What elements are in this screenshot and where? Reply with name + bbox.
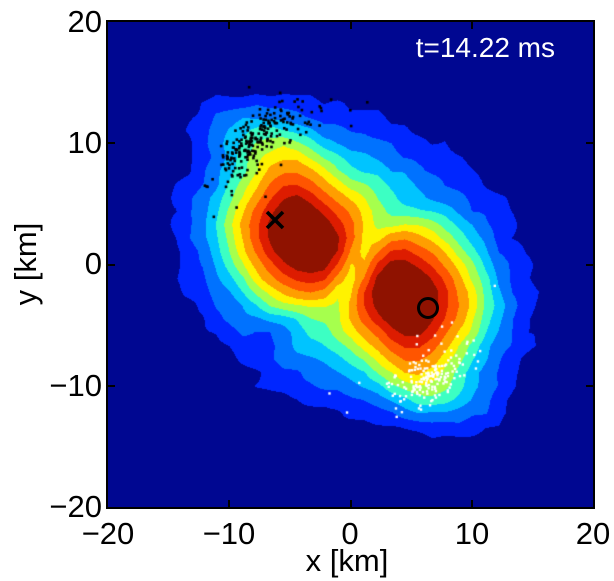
- x-tick-label-neg20: −20: [81, 516, 135, 551]
- y-tick-label-20: 20: [67, 4, 102, 39]
- x-tick-label-20: 20: [575, 516, 611, 551]
- x-axis-label: x [km]: [305, 543, 389, 578]
- tick-mark: [108, 142, 115, 145]
- tick-mark: [349, 22, 352, 29]
- x-tick-label-neg10: −10: [202, 516, 256, 551]
- x-tick-label-0: 0: [341, 516, 359, 551]
- tick-mark: [108, 384, 115, 387]
- tick-mark: [228, 22, 231, 29]
- plot-area: t=14.22 ms: [106, 20, 595, 509]
- y-axis-label: y [km]: [8, 222, 43, 306]
- cross-marker: [265, 210, 285, 235]
- time-annotation: t=14.22 ms: [415, 32, 555, 63]
- y-tick-label-10: 10: [67, 125, 102, 160]
- tick-mark: [586, 263, 593, 266]
- y-tick-label-0: 0: [84, 246, 102, 281]
- y-tick-label-neg10: −10: [49, 368, 102, 403]
- tick-mark: [108, 263, 115, 266]
- tick-mark: [586, 384, 593, 387]
- tick-mark: [586, 142, 593, 145]
- contour-canvas: [108, 22, 593, 507]
- x-tick-label-10: 10: [454, 516, 490, 551]
- y-tick-label-neg20: −20: [49, 489, 102, 524]
- circle-marker: [417, 297, 440, 320]
- tick-mark: [470, 500, 473, 507]
- tick-mark: [470, 22, 473, 29]
- tick-mark: [349, 500, 352, 507]
- tick-mark: [228, 500, 231, 507]
